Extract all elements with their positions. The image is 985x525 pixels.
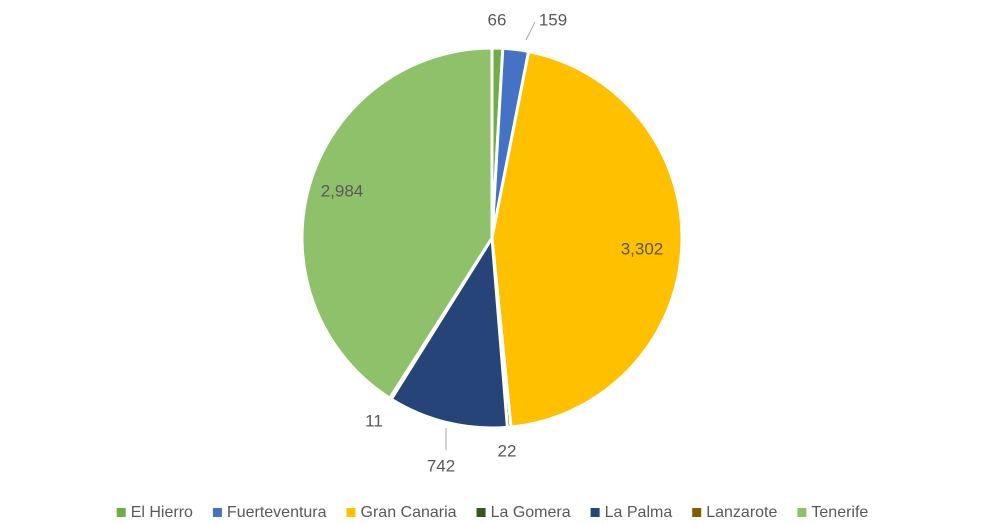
legend-label: La Gomera [491, 504, 571, 521]
pie-slice [490, 49, 684, 429]
legend-swatch [590, 508, 600, 517]
legend-swatch [692, 508, 702, 517]
legend-label: Fuerteventura [227, 504, 327, 521]
legend-label: Lanzarote [706, 504, 777, 521]
legend-swatch [476, 508, 486, 517]
data-label: 159 [539, 10, 567, 29]
legend-label: El Hierro [131, 504, 193, 521]
legend-swatch [116, 508, 126, 517]
data-label: 66 [488, 10, 507, 29]
legend-label: Tenerife [811, 504, 868, 521]
legend-swatch [212, 508, 222, 517]
pie-slice [389, 233, 510, 430]
data-label: 3,302 [621, 239, 664, 258]
legend-label: Gran Canaria [361, 504, 457, 521]
data-labels: 66 159 3,302 22 742 11 2,984 [321, 10, 664, 475]
pie-slice [300, 46, 494, 401]
data-label: 22 [498, 441, 517, 460]
legend-label: La Palma [605, 504, 673, 521]
legend-swatch [797, 508, 807, 517]
data-label: 11 [365, 411, 383, 430]
leader-line [525, 21, 536, 41]
data-label: 742 [427, 456, 455, 475]
legend-swatch [346, 508, 356, 517]
data-label: 2,984 [321, 181, 364, 200]
legend: El Hierro Fuerteventura Gran Canaria La Gom… [116, 504, 868, 521]
pie [300, 46, 684, 430]
